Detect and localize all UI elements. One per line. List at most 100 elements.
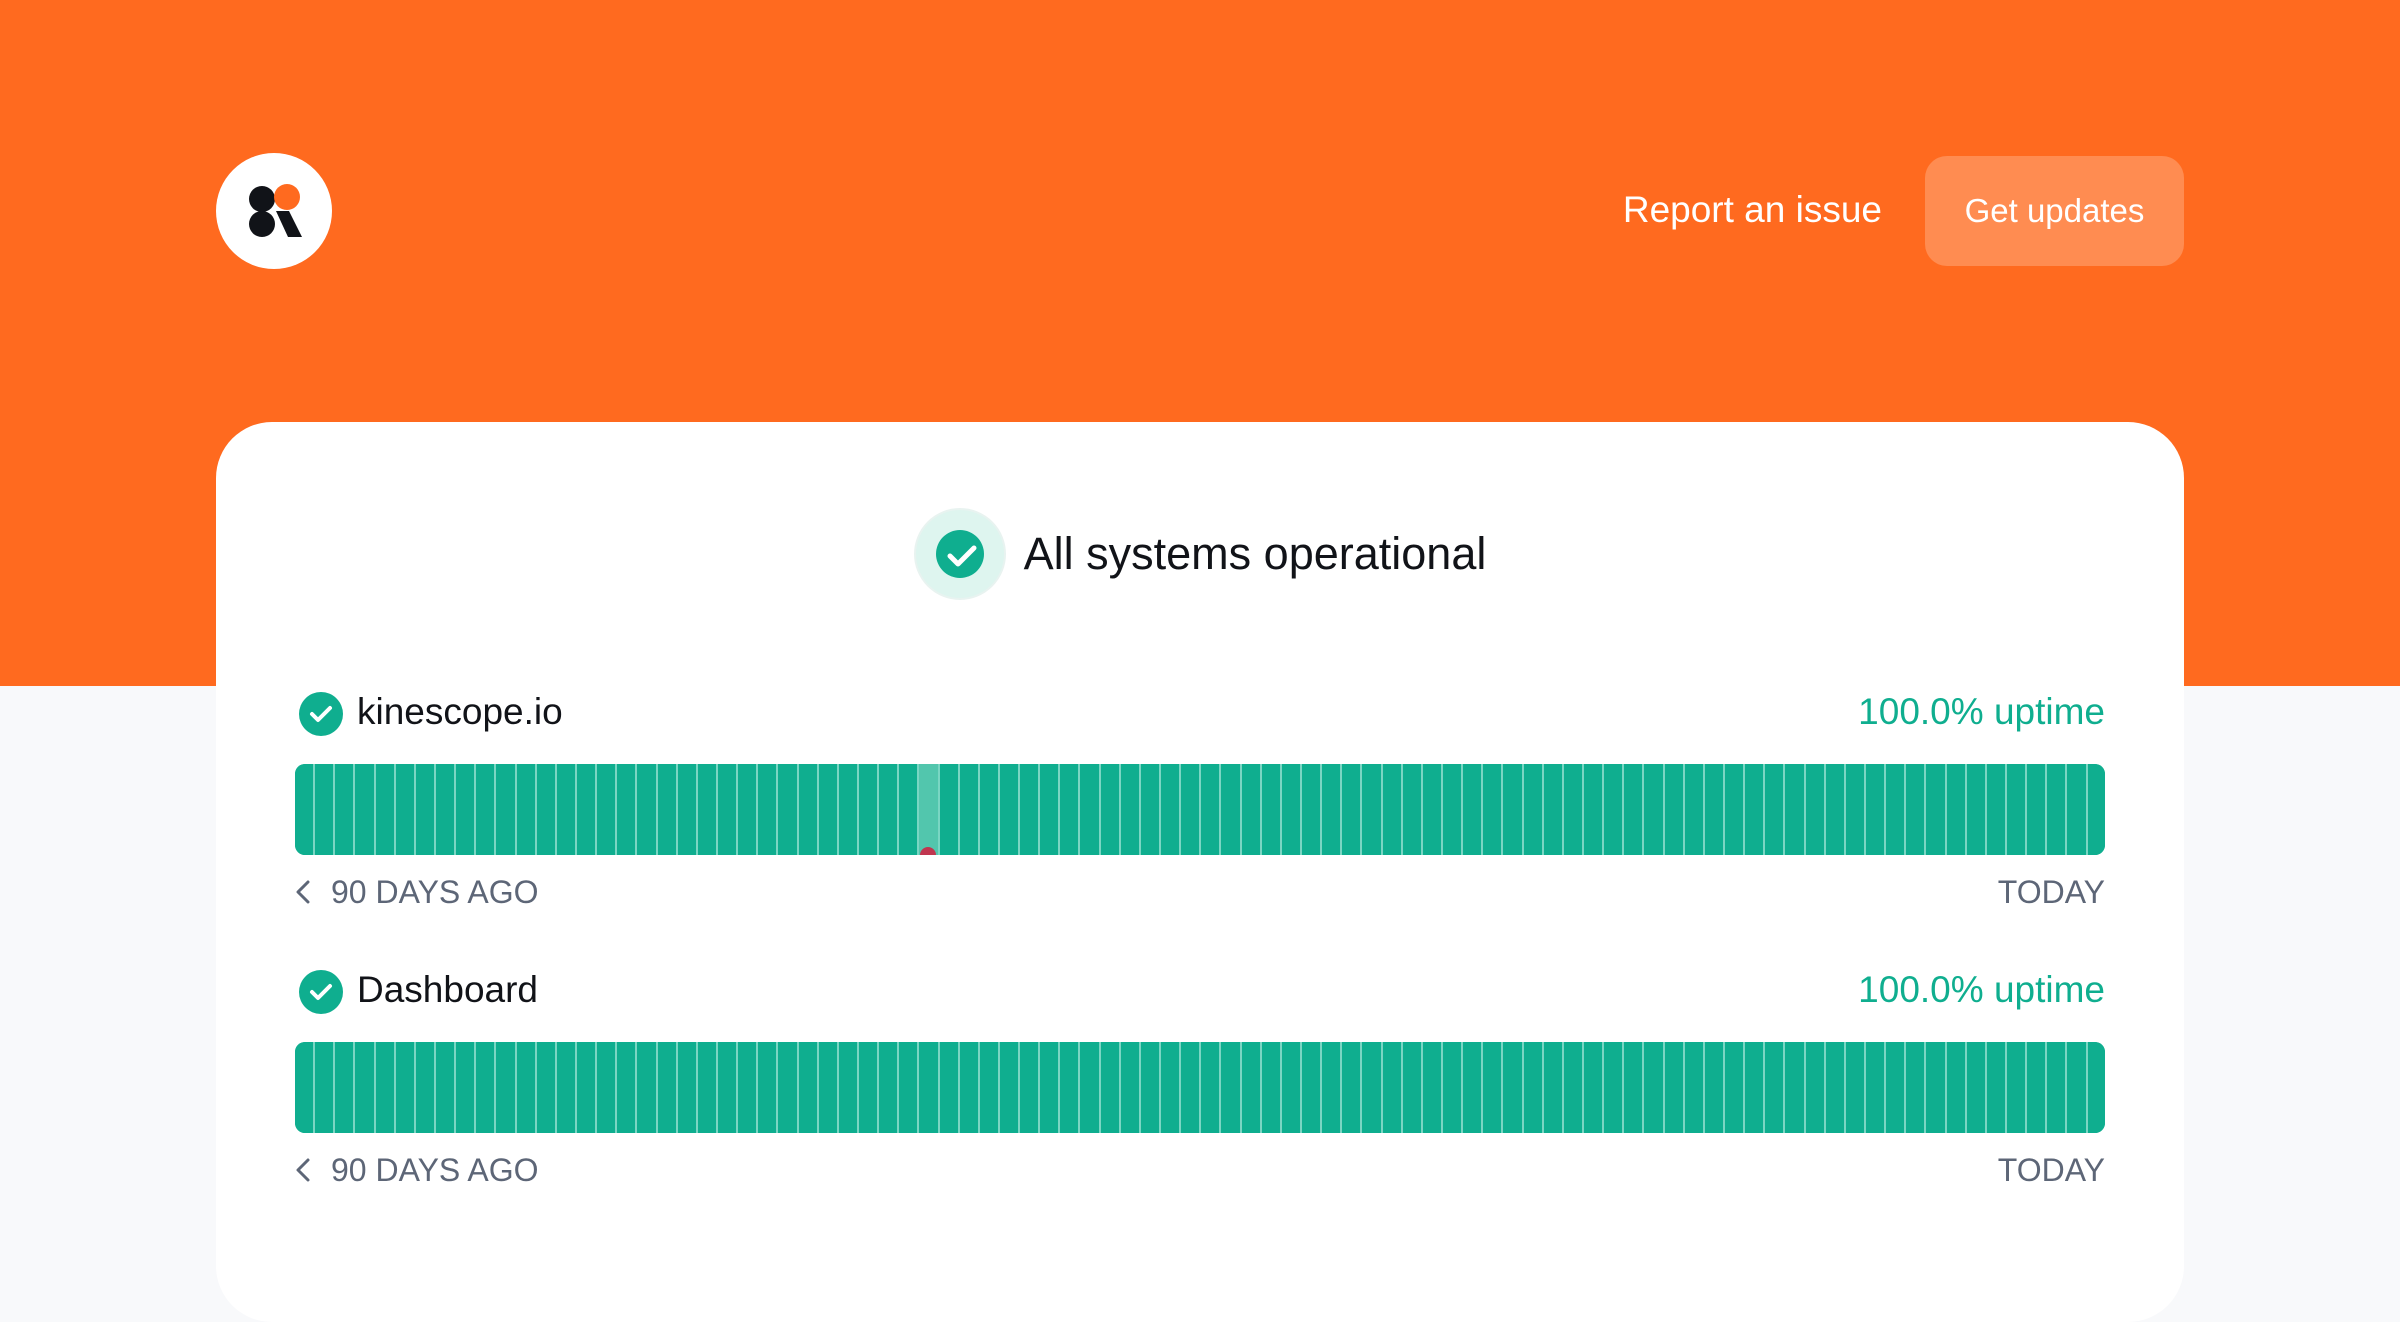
uptime-day-segment[interactable] xyxy=(1745,764,1766,855)
uptime-day-segment[interactable] xyxy=(1886,1042,1907,1133)
uptime-day-segment[interactable] xyxy=(2067,764,2088,855)
uptime-day-segment[interactable] xyxy=(576,1042,598,1133)
uptime-day-segment[interactable] xyxy=(435,764,457,855)
uptime-day-segment[interactable] xyxy=(1845,1042,1866,1133)
uptime-day-segment[interactable] xyxy=(1221,764,1242,855)
uptime-day-segment[interactable] xyxy=(556,1042,577,1133)
uptime-day-segment[interactable] xyxy=(456,1042,477,1133)
uptime-day-segment[interactable] xyxy=(717,764,739,855)
uptime-bar[interactable] xyxy=(295,1042,2105,1133)
uptime-day-segment[interactable] xyxy=(1342,764,1363,855)
uptime-day-segment[interactable] xyxy=(2006,1042,2028,1133)
uptime-day-segment[interactable] xyxy=(617,1042,638,1133)
uptime-day-segment[interactable] xyxy=(1040,764,1061,855)
uptime-day-segment[interactable] xyxy=(758,764,779,855)
uptime-day-segment[interactable] xyxy=(395,1042,416,1133)
uptime-day-segment[interactable] xyxy=(1765,764,1786,855)
uptime-day-segment[interactable] xyxy=(1865,764,1887,855)
uptime-day-segment[interactable] xyxy=(2027,1042,2048,1133)
uptime-day-segment[interactable] xyxy=(1221,1042,1242,1133)
uptime-day-segment[interactable] xyxy=(556,764,577,855)
uptime-day-segment[interactable] xyxy=(1302,1042,1323,1133)
uptime-day-segment[interactable] xyxy=(858,764,880,855)
uptime-day-segment[interactable] xyxy=(1825,1042,1846,1133)
uptime-day-segment[interactable] xyxy=(1302,764,1323,855)
uptime-day-segment[interactable] xyxy=(1060,1042,1081,1133)
uptime-day-segment[interactable] xyxy=(1281,1042,1303,1133)
uptime-day-segment[interactable] xyxy=(697,1042,718,1133)
uptime-day-segment[interactable] xyxy=(1503,1042,1524,1133)
get-updates-button[interactable]: Get updates xyxy=(1925,156,2184,266)
uptime-day-segment[interactable] xyxy=(1040,1042,1061,1133)
uptime-day-segment[interactable] xyxy=(1241,1042,1262,1133)
uptime-day-segment[interactable] xyxy=(1785,764,1806,855)
uptime-day-segment[interactable] xyxy=(355,764,376,855)
uptime-day-segment[interactable] xyxy=(939,764,960,855)
uptime-day-segment[interactable] xyxy=(335,1042,356,1133)
uptime-day-segment[interactable] xyxy=(1563,764,1584,855)
uptime-day-segment[interactable] xyxy=(1906,764,1927,855)
chevron-left-icon[interactable] xyxy=(295,879,311,905)
uptime-day-segment[interactable] xyxy=(536,1042,557,1133)
uptime-day-segment[interactable] xyxy=(637,1042,658,1133)
uptime-day-segment[interactable] xyxy=(536,764,557,855)
uptime-day-segment[interactable] xyxy=(798,764,819,855)
uptime-day-segment[interactable] xyxy=(476,1042,497,1133)
uptime-day-segment[interactable] xyxy=(1483,764,1504,855)
uptime-day-segment[interactable] xyxy=(919,764,940,855)
uptime-day-segment[interactable] xyxy=(2047,764,2068,855)
uptime-day-segment[interactable] xyxy=(959,764,980,855)
uptime-day-segment[interactable] xyxy=(1201,764,1222,855)
uptime-day-segment[interactable] xyxy=(335,764,356,855)
uptime-day-segment[interactable] xyxy=(939,1042,960,1133)
uptime-day-segment[interactable] xyxy=(838,764,859,855)
uptime-day-segment[interactable] xyxy=(1604,764,1625,855)
uptime-day-segment[interactable] xyxy=(597,764,618,855)
uptime-day-segment[interactable] xyxy=(1100,1042,1121,1133)
uptime-day-segment[interactable] xyxy=(476,764,497,855)
uptime-day-segment[interactable] xyxy=(1624,764,1645,855)
uptime-day-segment[interactable] xyxy=(1060,764,1081,855)
uptime-day-segment[interactable] xyxy=(999,764,1021,855)
uptime-day-segment[interactable] xyxy=(1825,764,1846,855)
uptime-day-segment[interactable] xyxy=(2087,764,2105,855)
uptime-day-segment[interactable] xyxy=(1020,764,1041,855)
uptime-day-segment[interactable] xyxy=(838,1042,859,1133)
uptime-day-segment[interactable] xyxy=(1765,1042,1786,1133)
uptime-day-segment[interactable] xyxy=(295,1042,316,1133)
uptime-day-segment[interactable] xyxy=(597,1042,618,1133)
uptime-day-segment[interactable] xyxy=(1181,1042,1202,1133)
uptime-day-segment[interactable] xyxy=(879,1042,900,1133)
uptime-day-segment[interactable] xyxy=(1503,764,1524,855)
uptime-day-segment[interactable] xyxy=(1986,764,2007,855)
uptime-day-segment[interactable] xyxy=(657,764,678,855)
uptime-day-segment[interactable] xyxy=(1201,1042,1222,1133)
uptime-day-segment[interactable] xyxy=(1261,764,1282,855)
uptime-day-segment[interactable] xyxy=(919,1042,940,1133)
kinescope-logo-icon[interactable] xyxy=(216,153,332,269)
uptime-day-segment[interactable] xyxy=(1664,1042,1685,1133)
uptime-day-segment[interactable] xyxy=(1745,1042,1766,1133)
uptime-day-segment[interactable] xyxy=(2087,1042,2105,1133)
uptime-day-segment[interactable] xyxy=(818,1042,839,1133)
uptime-day-segment[interactable] xyxy=(1443,764,1464,855)
uptime-day-segment[interactable] xyxy=(1906,1042,1927,1133)
uptime-day-segment[interactable] xyxy=(1624,1042,1645,1133)
uptime-day-segment[interactable] xyxy=(1523,764,1544,855)
uptime-day-segment[interactable] xyxy=(375,1042,396,1133)
uptime-day-segment[interactable] xyxy=(2027,764,2048,855)
uptime-day-segment[interactable] xyxy=(295,764,316,855)
uptime-day-segment[interactable] xyxy=(1020,1042,1041,1133)
uptime-day-segment[interactable] xyxy=(1563,1042,1584,1133)
uptime-day-segment[interactable] xyxy=(315,1042,336,1133)
uptime-day-segment[interactable] xyxy=(1120,1042,1141,1133)
uptime-day-segment[interactable] xyxy=(1926,1042,1947,1133)
uptime-day-segment[interactable] xyxy=(1584,764,1605,855)
uptime-day-segment[interactable] xyxy=(738,764,759,855)
uptime-day-segment[interactable] xyxy=(1181,764,1202,855)
uptime-day-segment[interactable] xyxy=(979,1042,1000,1133)
uptime-day-segment[interactable] xyxy=(1543,764,1564,855)
uptime-day-segment[interactable] xyxy=(1966,764,1987,855)
uptime-day-segment[interactable] xyxy=(818,764,839,855)
uptime-day-segment[interactable] xyxy=(778,764,799,855)
